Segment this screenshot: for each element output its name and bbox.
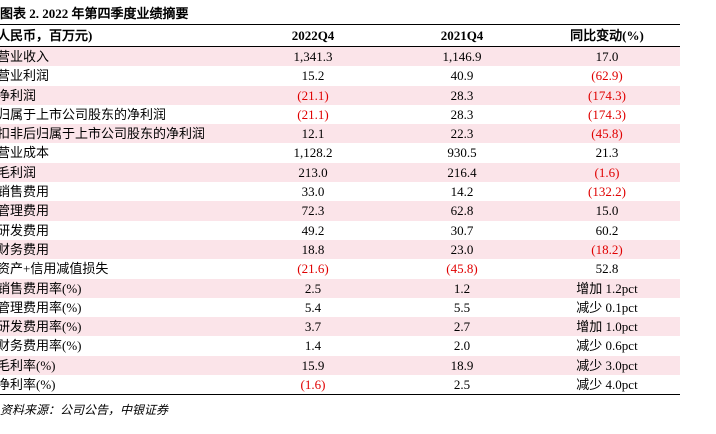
header-cell: 同比变动(%) — [570, 28, 644, 43]
row-label: 管理费用 — [0, 203, 50, 219]
table-row: 财务费用 18.8 23.0 (18.2) — [0, 239, 680, 260]
table-row: 营业利润 15.2 40.9 (62.9) — [0, 66, 680, 85]
table-cell: 52.8 — [595, 261, 619, 277]
table-cell: 减少 0.1pct — [576, 299, 638, 315]
table-cell: (45.8) — [446, 261, 478, 277]
table-cell: 14.2 — [450, 184, 474, 200]
table-cell: 3.7 — [304, 319, 322, 335]
table-row: 管理费用 72.3 62.8 15.0 — [0, 201, 680, 221]
table-row: 销售费用率(%) 2.5 1.2 增加 1.2pct — [0, 278, 680, 298]
table-cell: 1,341.3 — [293, 49, 333, 64]
table-cell: (45.8) — [591, 126, 623, 142]
table-cell: 减少 3.0pct — [576, 357, 638, 373]
header-row: 人民币，百万元) 2022Q4 2021Q4 同比变动(%) — [0, 25, 680, 47]
row-label: 销售费用率(%) — [0, 280, 82, 296]
table-row: 资产+信用减值损失 (21.6) (45.8) 52.8 — [0, 259, 680, 278]
table-cell: (1.6) — [300, 377, 326, 393]
table-cell: 28.3 — [450, 106, 474, 122]
table-cell: (132.2) — [588, 184, 626, 200]
table-cell: 增加 1.0pct — [576, 319, 638, 335]
row-label: 归属于上市公司股东的净利润 — [0, 106, 167, 122]
table-cell: 减少 0.6pct — [576, 338, 638, 354]
table-cell: 18.9 — [450, 357, 474, 373]
table-cell: 2.5 — [453, 377, 471, 393]
table-cell: 23.0 — [450, 241, 474, 257]
table-cell: 62.8 — [450, 203, 474, 219]
title: 图表 2. 2022 年第四季度业绩摘要 — [0, 6, 189, 21]
table-cell: 40.9 — [450, 68, 474, 84]
table-cell: 216.4 — [447, 164, 477, 180]
table-cell: 49.2 — [301, 222, 325, 238]
row-label: 营业收入 — [0, 49, 50, 64]
table-row: 研发费用 49.2 30.7 60.2 — [0, 221, 680, 240]
table-cell: 1.2 — [453, 280, 471, 296]
table-cell: (62.9) — [591, 68, 623, 84]
table-row: 净利率(%) (1.6) 2.5 减少 4.0pct — [0, 375, 680, 394]
header-cell: 2021Q4 — [440, 28, 484, 43]
table-cell: 2.5 — [304, 280, 322, 296]
row-label: 研发费用 — [0, 222, 50, 238]
table-cell: 22.3 — [450, 126, 474, 142]
table-cell: 1,128.2 — [293, 145, 333, 161]
table-row: 管理费用率(%) 5.4 5.5 减少 0.1pct — [0, 298, 680, 317]
table-cell: 减少 4.0pct — [576, 377, 638, 393]
table-row: 归属于上市公司股东的净利润 (21.1) 28.3 (174.3) — [0, 105, 680, 124]
table-cell: 60.2 — [595, 222, 619, 238]
table-cell: (21.1) — [297, 106, 329, 122]
table-cell: 72.3 — [301, 203, 325, 219]
table-cell: 28.3 — [450, 87, 474, 103]
row-label: 净利率(%) — [0, 377, 56, 393]
table-row: 毛利润 213.0 216.4 (1.6) — [0, 162, 680, 183]
table-cell: 增加 1.2pct — [576, 280, 638, 296]
row-label: 资产+信用减值损失 — [0, 261, 109, 277]
header-cell: 2022Q4 — [291, 28, 335, 43]
table-row: 营业收入 1,341.3 1,146.9 17.0 — [0, 47, 680, 67]
row-label: 毛利率(%) — [0, 357, 56, 373]
table-cell: 30.7 — [450, 222, 474, 238]
table-cell: 33.0 — [301, 184, 325, 200]
table-cell: (174.3) — [588, 87, 626, 103]
row-label: 销售费用 — [0, 184, 50, 200]
table-cell: 5.4 — [304, 299, 322, 315]
table-row: 研发费用率(%) 3.7 2.7 增加 1.0pct — [0, 317, 680, 337]
row-label: 管理费用率(%) — [0, 299, 82, 315]
table-cell: 5.5 — [453, 299, 471, 315]
table-cell: 15.9 — [301, 357, 325, 373]
table-cell: 17.0 — [595, 49, 619, 64]
table-cell: 1.4 — [304, 338, 322, 354]
row-label: 净利润 — [0, 87, 37, 103]
table-cell: 21.3 — [595, 145, 619, 161]
table-cell: (174.3) — [588, 106, 626, 122]
row-label: 营业成本 — [0, 145, 50, 161]
row-label: 财务费用 — [0, 241, 50, 257]
row-label: 毛利润 — [0, 164, 37, 180]
table-row: 营业成本 1,128.2 930.5 21.3 — [0, 143, 680, 162]
table-cell: (18.2) — [591, 241, 623, 257]
row-label: 扣非后归属于上市公司股东的净利润 — [0, 126, 206, 142]
source: 资料来源：公司公告，中银证券 — [0, 403, 169, 417]
table-cell: 18.8 — [301, 241, 325, 257]
table-cell: 15.2 — [301, 68, 325, 84]
table-cell: (1.6) — [594, 164, 620, 180]
row-label: 研发费用率(%) — [0, 319, 82, 335]
table: 人民币，百万元) 2022Q4 2021Q4 同比变动(%) 营业收入 1,341.3 1,… — [0, 24, 680, 396]
table-cell: 2.0 — [453, 338, 471, 354]
table-row: 销售费用 33.0 14.2 (132.2) — [0, 182, 680, 201]
table-row: 净利润 (21.1) 28.3 (174.3) — [0, 85, 680, 105]
table-cell: (21.1) — [297, 87, 329, 103]
row-label: 财务费用率(%) — [0, 338, 82, 354]
row-label: 营业利润 — [0, 68, 50, 84]
table-cell: 930.5 — [447, 145, 477, 161]
table-cell: (21.6) — [297, 261, 329, 277]
table-row: 财务费用率(%) 1.4 2.0 减少 0.6pct — [0, 336, 680, 355]
table-cell: 1,146.9 — [442, 49, 482, 64]
table-cell: 12.1 — [301, 126, 325, 142]
table-row: 扣非后归属于上市公司股东的净利润 12.1 22.3 (45.8) — [0, 124, 680, 144]
table-cell: 15.0 — [595, 203, 619, 219]
table-row: 毛利率(%) 15.9 18.9 减少 3.0pct — [0, 355, 680, 376]
table-cell: 2.7 — [453, 319, 471, 335]
header-cell: 人民币，百万元) — [0, 28, 93, 43]
table-cell: 213.0 — [298, 164, 328, 180]
